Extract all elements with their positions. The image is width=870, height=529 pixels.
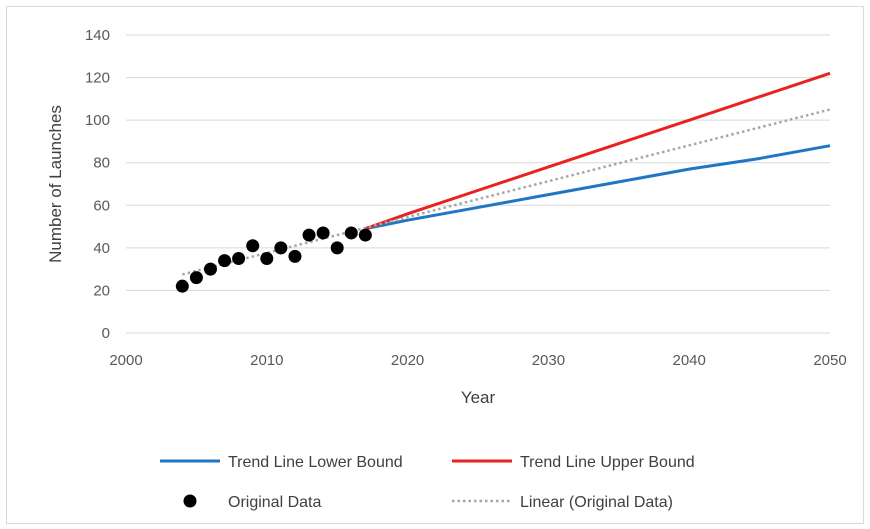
chart-area [6, 6, 864, 524]
y-tick-label-20: 20 [93, 282, 110, 299]
y-tick-label-60: 60 [93, 197, 110, 214]
data-point-2011 [274, 241, 288, 255]
data-point-2013 [302, 228, 316, 242]
data-point-2012 [288, 249, 302, 263]
series-trend-line-upper-bound [364, 71, 831, 231]
series-trend-line-lower-bound [365, 144, 831, 231]
y-tick-label-80: 80 [93, 155, 110, 172]
data-point-2005 [189, 271, 203, 285]
data-point-2004 [175, 279, 189, 293]
x-tick-label-2010: 2010 [250, 352, 283, 369]
y-tick-label-40: 40 [93, 240, 110, 257]
x-axis-title: Year [461, 388, 496, 407]
data-point-2015 [330, 241, 344, 255]
data-point-2006 [203, 262, 217, 276]
data-point-2008 [232, 252, 246, 265]
y-tick-label-100: 100 [85, 112, 110, 129]
y-tick-label-120: 120 [85, 70, 110, 87]
data-point-2017 [358, 228, 372, 242]
x-tick-label-2040: 2040 [673, 352, 706, 369]
data-point-2016 [344, 226, 358, 240]
series-linear-original-data [182, 108, 831, 276]
y-axis-title: Number of Launches [46, 105, 65, 263]
y-tick-label-140: 140 [85, 27, 110, 44]
x-tick-label-2050: 2050 [813, 352, 846, 369]
data-point-2007 [218, 254, 232, 268]
legend-label-original-data: Original Data [228, 494, 321, 511]
data-point-2009 [246, 239, 260, 253]
legend-label-linear-original-data: Linear (Original Data) [520, 494, 673, 511]
x-tick-label-2030: 2030 [532, 352, 565, 369]
legend-marker-original-data [183, 494, 197, 508]
legend-label-trend-line-upper-bound: Trend Line Upper Bound [520, 454, 695, 471]
legend-label-trend-line-lower-bound: Trend Line Lower Bound [228, 454, 403, 471]
y-tick-label-0: 0 [102, 325, 110, 342]
data-point-2010 [260, 252, 274, 265]
x-tick-label-2000: 2000 [109, 352, 142, 369]
x-tick-label-2020: 2020 [391, 352, 424, 369]
data-point-2014 [316, 226, 330, 240]
